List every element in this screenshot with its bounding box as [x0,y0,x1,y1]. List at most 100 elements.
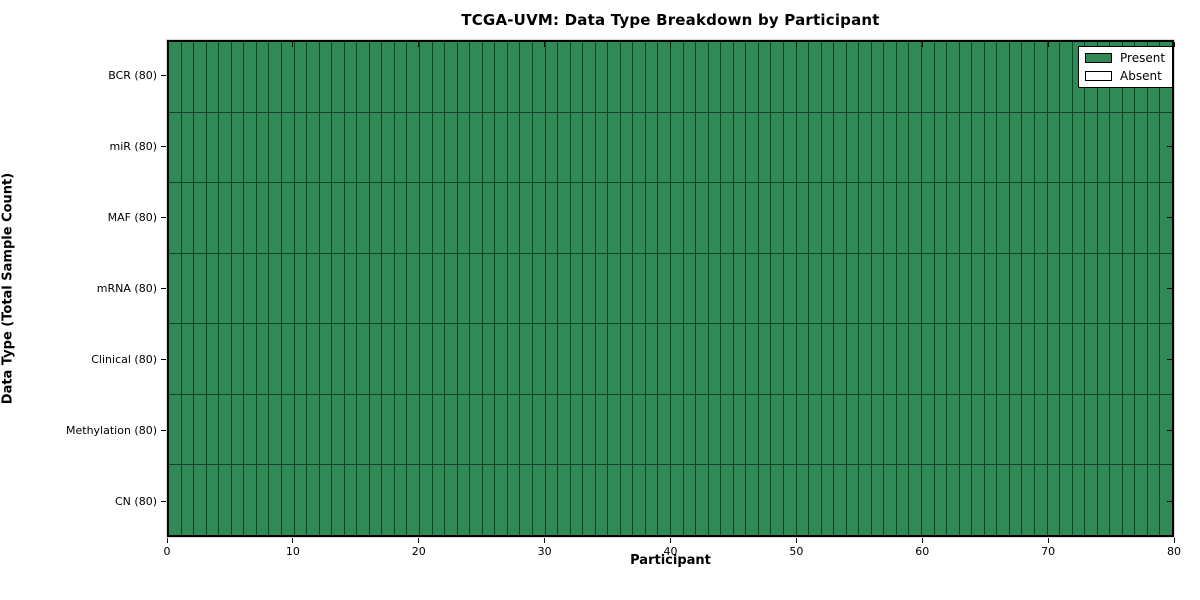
heatmap-cell [1097,183,1110,253]
heatmap-cell [382,465,394,535]
heatmap-cell [834,394,846,465]
heatmap-cell [520,324,532,394]
heatmap-cell [658,324,670,394]
heatmap-cell [909,253,921,324]
heatmap-cell [545,183,558,253]
heatmap-cell [231,42,244,112]
heatmap-cell [181,465,194,535]
heatmap-cell [1122,465,1135,535]
y-tick-mark [161,75,166,76]
heatmap-cell [520,42,532,112]
heatmap-cell [244,253,256,324]
heatmap-cell [984,324,997,394]
heatmap-cell [909,42,921,112]
heatmap-cell [997,253,1009,324]
heatmap-cell [507,112,520,183]
heatmap-cell [470,394,482,465]
heatmap-cell [269,42,281,112]
heatmap-cell [934,394,947,465]
heatmap-cell [482,253,495,324]
heatmap-cell [683,324,696,394]
heatmap-cell [984,253,997,324]
heatmap-cell [332,394,344,465]
heatmap-cell [871,394,884,465]
heatmap-cell [231,324,244,394]
heatmap-cell [997,394,1009,465]
heatmap-cell [332,183,344,253]
heatmap-cell [1135,324,1147,394]
heatmap-cell [294,253,307,324]
heatmap-cell [307,253,319,324]
heatmap-cell [721,112,733,183]
heatmap-cell [206,42,219,112]
heatmap-cell [169,465,181,535]
heatmap-cell [683,394,696,465]
heatmap-cell [558,465,570,535]
heatmap-cell [570,253,583,324]
heatmap-cell [733,183,746,253]
heatmap-cell [194,465,206,535]
heatmap-cell [721,42,733,112]
heatmap-cell [708,324,721,394]
x-tick-mark [921,538,923,543]
heatmap-cell [1085,324,1097,394]
heatmap-cell [520,394,532,465]
heatmap-cell [1097,253,1110,324]
heatmap-cell [206,394,219,465]
x-tick-label: 50 [789,545,804,558]
heatmap-cell [984,465,997,535]
heatmap-cell [871,324,884,394]
heatmap-cell [394,253,407,324]
heatmap-cell [721,324,733,394]
heatmap-cell [884,112,896,183]
heatmap-cell [1022,42,1034,112]
heatmap-cell [671,183,683,253]
heatmap-cell [420,324,432,394]
y-tick-label: miR (80) [109,139,158,153]
heatmap-cell [721,394,733,465]
x-tick-mark [292,538,294,543]
heatmap-cell [532,394,545,465]
heatmap-cell [407,183,419,253]
heatmap-cell [319,42,332,112]
heatmap-cell [1122,112,1135,183]
heatmap-cell [645,112,658,183]
heatmap-cell [1160,112,1172,183]
heatmap-cell [457,183,470,253]
heatmap-cell [1097,394,1110,465]
heatmap-cell [1022,324,1034,394]
heatmap-cell [821,112,834,183]
heatmap-cell [746,112,758,183]
heatmap-cell [884,465,896,535]
heatmap-cell [934,465,947,535]
x-tick-label: 30 [537,545,552,558]
heatmap-cell [281,112,294,183]
heatmap-cell [1072,324,1085,394]
heatmap-cell [645,183,658,253]
heatmap-cell [1122,394,1135,465]
heatmap-cell [181,253,194,324]
heatmap-cell [482,42,495,112]
heatmap-cell [771,183,783,253]
x-tick-mark-top [1047,42,1049,47]
x-axis-label: Participant [630,553,711,568]
heatmap-cell [1122,324,1135,394]
heatmap-cell [1135,394,1147,465]
heatmap-cell [696,394,708,465]
y-tick-label: Clinical (80) [91,352,157,366]
x-tick-mark-top [166,42,168,47]
heatmap-cell [1034,112,1047,183]
heatmap-cell [256,112,269,183]
heatmap-cell [256,324,269,394]
heatmap-cell [922,324,934,394]
heatmap-cell [947,324,959,394]
heatmap-cell [332,253,344,324]
heatmap-cell [1060,112,1072,183]
heatmap-cell [846,394,859,465]
heatmap-cell [1022,112,1034,183]
heatmap-cell [445,112,457,183]
heatmap-cell [645,42,658,112]
heatmap-cell [194,42,206,112]
heatmap-cell [495,324,507,394]
